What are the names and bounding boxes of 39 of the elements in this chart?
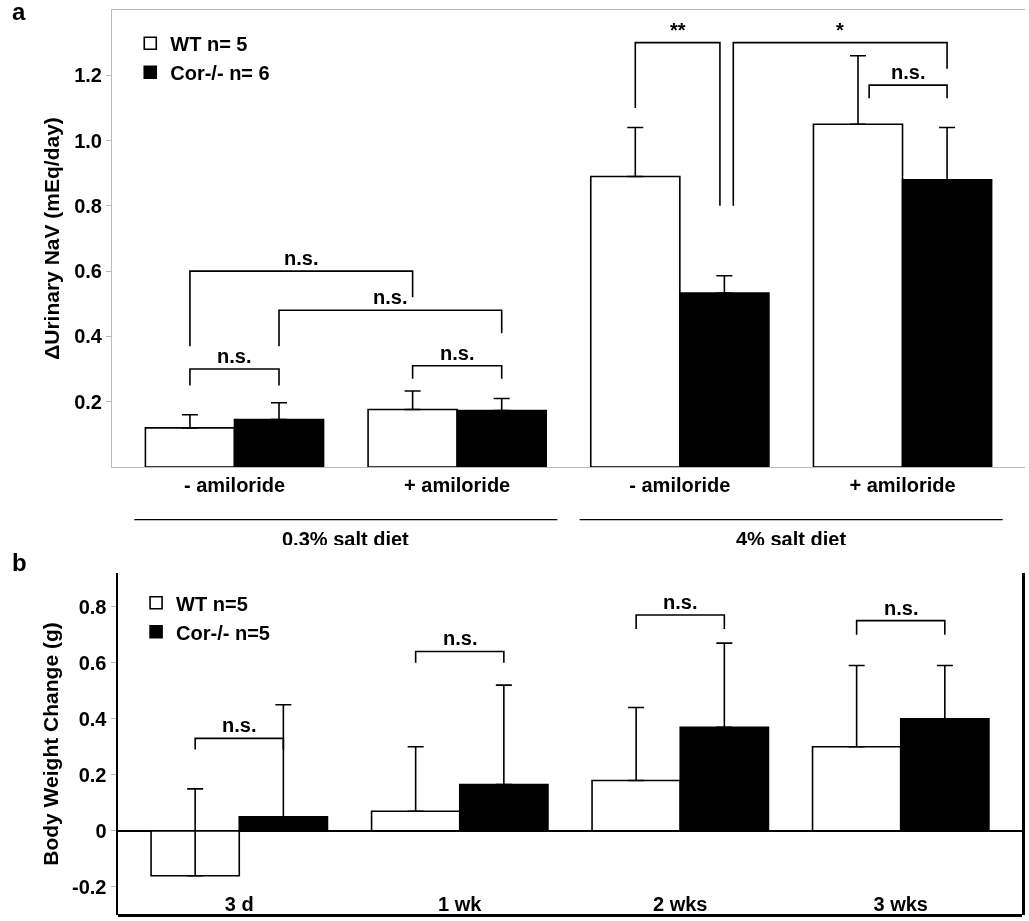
y-tick-label: 0 [95,819,107,842]
x-tick-label: 3 d [224,893,254,915]
y-tick-label: 0.4 [78,707,108,730]
annotation: n.s. [440,342,475,364]
chart-title: a [12,0,26,26]
x-tick-label: 2 wks [653,893,708,915]
y-tick-label: 0.8 [74,194,102,217]
x-tick-label: 1 wk [438,893,483,915]
annotation: * [836,19,844,41]
y-tick-label: 0.8 [78,595,107,618]
y-tick-label: 0.2 [74,390,102,413]
x-tick-label: - amiloride [629,474,731,496]
chart-title: b [12,549,27,577]
legend-label: WT n= 5 [170,33,248,56]
y-tick-label: 1.0 [74,129,102,152]
x-tick-label: + amiloride [404,474,511,496]
annotation: n.s. [373,286,408,308]
legend-label: WT n=5 [176,592,248,615]
legend-label: Cor-/- n= 6 [170,62,270,85]
y-tick-label: 0.6 [78,651,107,674]
x-tick-label: - amiloride [183,474,286,496]
legend-label: Cor-/- n=5 [176,621,270,644]
annotation: n.s. [284,247,319,269]
x-tick-label: 3 wks [873,893,928,915]
y-tick-label: 0.4 [74,325,103,348]
annotation: n.s. [222,714,257,736]
annotation: n.s. [217,345,252,367]
y-tick-label: 0.6 [74,260,102,283]
y-tick-label: 0.2 [78,763,107,786]
y-tick-label: 1.2 [74,64,102,87]
annotation: ** [670,19,686,41]
annotation: n.s. [663,591,698,613]
y-axis-title: ΔUrinary NaV (mEq/day) [40,117,64,360]
y-axis-title: Body Weight Change (g) [38,622,62,866]
annotation: n.s. [884,597,919,619]
x-tick-label: + amiloride [849,474,956,496]
annotation: n.s. [443,627,478,649]
annotation: n.s. [891,61,926,83]
y-tick-label: -0.2 [72,875,107,898]
